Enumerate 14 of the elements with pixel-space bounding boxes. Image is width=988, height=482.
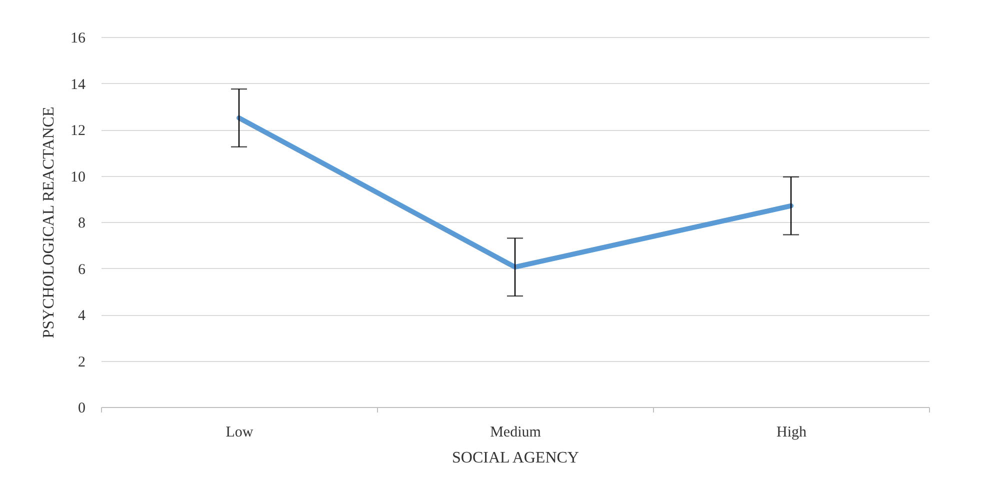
y-tick-label: 16	[70, 30, 86, 46]
y-tick-label: 10	[70, 169, 86, 186]
y-axis-title: PSYCHOLOGICAL REACTANCE	[40, 106, 58, 338]
y-tick-label: 14	[70, 76, 86, 93]
y-tick-label: 0	[78, 400, 86, 416]
y-tick-label: 2	[78, 354, 86, 370]
y-tick-label: 4	[78, 308, 86, 324]
x-tick-label: High	[776, 424, 807, 440]
y-tick-label: 12	[70, 123, 86, 139]
x-tick-label: Low	[226, 424, 254, 440]
y-tick-label: 6	[78, 262, 86, 278]
x-tick-label: Medium	[490, 424, 542, 440]
y-tick-label: 8	[78, 216, 86, 232]
x-axis-title: SOCIAL AGENCY	[452, 450, 580, 466]
